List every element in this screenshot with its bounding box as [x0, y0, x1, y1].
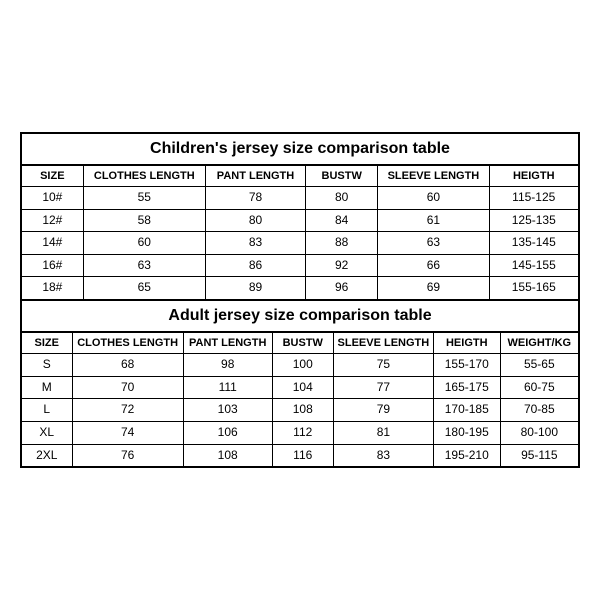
children-cell: 63	[83, 254, 205, 277]
adult-cell: 70-85	[500, 399, 578, 422]
table-row: 14#60838863135-145	[22, 232, 578, 255]
adult-cell: 70	[72, 376, 183, 399]
adult-cell: 155-170	[433, 354, 500, 377]
children-cell: 80	[306, 187, 378, 210]
adult-cell: 75	[333, 354, 433, 377]
adult-cell: 195-210	[433, 444, 500, 466]
adult-cell: 108	[272, 399, 333, 422]
children-cell: 12#	[22, 209, 83, 232]
children-cell: 89	[205, 277, 305, 299]
children-col-header: CLOTHES LENGTH	[83, 166, 205, 187]
adult-cell: 2XL	[22, 444, 72, 466]
children-table: SIZECLOTHES LENGTHPANT LENGTHBUSTWSLEEVE…	[22, 166, 578, 299]
adult-col-header: HEIGTH	[433, 333, 500, 354]
children-cell: 84	[306, 209, 378, 232]
children-cell: 115-125	[489, 187, 578, 210]
adult-table: SIZECLOTHES LENGTHPANT LENGTHBUSTWSLEEVE…	[22, 333, 578, 466]
children-cell: 60	[83, 232, 205, 255]
table-row: M7011110477165-17560-75	[22, 376, 578, 399]
table-row: 12#58808461125-135	[22, 209, 578, 232]
adult-cell: 79	[333, 399, 433, 422]
children-cell: 86	[205, 254, 305, 277]
size-chart-wrapper: Children's jersey size comparison table …	[20, 132, 580, 469]
children-header-row: SIZECLOTHES LENGTHPANT LENGTHBUSTWSLEEVE…	[22, 166, 578, 187]
table-row: 18#65899669155-165	[22, 277, 578, 299]
children-cell: 61	[378, 209, 489, 232]
children-cell: 60	[378, 187, 489, 210]
adult-cell: 98	[183, 354, 272, 377]
adult-cell: 180-195	[433, 422, 500, 445]
adult-cell: L	[22, 399, 72, 422]
adult-cell: 83	[333, 444, 433, 466]
children-cell: 145-155	[489, 254, 578, 277]
table-row: XL7410611281180-19580-100	[22, 422, 578, 445]
children-col-header: SLEEVE LENGTH	[378, 166, 489, 187]
adult-cell: 68	[72, 354, 183, 377]
children-cell: 78	[205, 187, 305, 210]
adult-cell: 165-175	[433, 376, 500, 399]
adult-col-header: PANT LENGTH	[183, 333, 272, 354]
adult-cell: 100	[272, 354, 333, 377]
adult-cell: 104	[272, 376, 333, 399]
children-cell: 14#	[22, 232, 83, 255]
adult-col-header: SIZE	[22, 333, 72, 354]
adult-cell: 60-75	[500, 376, 578, 399]
adult-cell: 81	[333, 422, 433, 445]
children-col-header: SIZE	[22, 166, 83, 187]
children-col-header: PANT LENGTH	[205, 166, 305, 187]
adult-cell: 170-185	[433, 399, 500, 422]
adult-col-header: WEIGHT/KG	[500, 333, 578, 354]
adult-cell: 74	[72, 422, 183, 445]
table-row: 2XL7610811683195-21095-115	[22, 444, 578, 466]
children-cell: 63	[378, 232, 489, 255]
adult-cell: S	[22, 354, 72, 377]
adult-header-row: SIZECLOTHES LENGTHPANT LENGTHBUSTWSLEEVE…	[22, 333, 578, 354]
children-cell: 58	[83, 209, 205, 232]
children-cell: 16#	[22, 254, 83, 277]
children-cell: 96	[306, 277, 378, 299]
children-cell: 83	[205, 232, 305, 255]
table-row: L7210310879170-18570-85	[22, 399, 578, 422]
children-cell: 135-145	[489, 232, 578, 255]
adult-cell: XL	[22, 422, 72, 445]
children-cell: 66	[378, 254, 489, 277]
table-row: 16#63869266145-155	[22, 254, 578, 277]
adult-title: Adult jersey size comparison table	[22, 299, 578, 333]
adult-cell: 103	[183, 399, 272, 422]
children-col-header: BUSTW	[306, 166, 378, 187]
children-cell: 125-135	[489, 209, 578, 232]
adult-cell: 77	[333, 376, 433, 399]
children-cell: 65	[83, 277, 205, 299]
adult-cell: M	[22, 376, 72, 399]
children-cell: 69	[378, 277, 489, 299]
adult-cell: 55-65	[500, 354, 578, 377]
adult-col-header: BUSTW	[272, 333, 333, 354]
adult-cell: 116	[272, 444, 333, 466]
adult-cell: 76	[72, 444, 183, 466]
children-cell: 80	[205, 209, 305, 232]
children-cell: 92	[306, 254, 378, 277]
adult-cell: 112	[272, 422, 333, 445]
children-cell: 10#	[22, 187, 83, 210]
table-row: 10#55788060115-125	[22, 187, 578, 210]
adult-cell: 72	[72, 399, 183, 422]
children-cell: 155-165	[489, 277, 578, 299]
children-title: Children's jersey size comparison table	[22, 134, 578, 166]
adult-cell: 111	[183, 376, 272, 399]
children-col-header: HEIGTH	[489, 166, 578, 187]
adult-cell: 80-100	[500, 422, 578, 445]
table-row: S689810075155-17055-65	[22, 354, 578, 377]
adult-cell: 108	[183, 444, 272, 466]
adult-col-header: SLEEVE LENGTH	[333, 333, 433, 354]
adult-cell: 95-115	[500, 444, 578, 466]
children-cell: 55	[83, 187, 205, 210]
adult-cell: 106	[183, 422, 272, 445]
children-cell: 18#	[22, 277, 83, 299]
adult-col-header: CLOTHES LENGTH	[72, 333, 183, 354]
children-cell: 88	[306, 232, 378, 255]
